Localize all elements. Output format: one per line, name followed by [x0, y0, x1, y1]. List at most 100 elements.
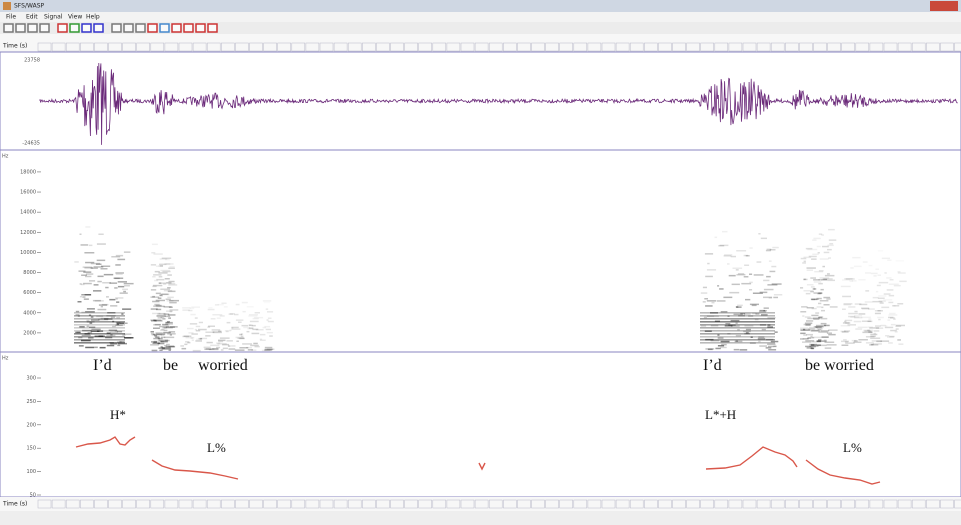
spectral-energy: [806, 320, 813, 322]
menu-item[interactable]: Help: [86, 14, 100, 21]
toolbar-button[interactable]: [16, 24, 25, 32]
spectral-energy: [86, 273, 93, 275]
toolbar-button[interactable]: [184, 24, 193, 32]
toolbar-button[interactable]: [70, 24, 79, 32]
toolbar-button[interactable]: [28, 24, 37, 32]
scrollbar[interactable]: [0, 511, 961, 525]
spectral-energy: [824, 339, 827, 341]
spectral-energy: [821, 307, 823, 309]
spectral-energy: [164, 290, 172, 292]
spectral-energy: [264, 302, 271, 304]
spectrogram-unit: Hz: [2, 154, 9, 160]
spectral-energy: [810, 348, 814, 350]
toolbar-button[interactable]: [82, 24, 91, 32]
toolbar-button[interactable]: [196, 24, 205, 32]
toolbar-button[interactable]: [94, 24, 103, 32]
spectral-energy: [266, 329, 271, 331]
spectral-energy: [879, 300, 886, 302]
spectral-energy: [267, 332, 273, 334]
spectral-energy: [876, 291, 878, 293]
spectral-energy: [159, 282, 166, 284]
spectral-energy: [854, 315, 862, 317]
spectral-energy: [196, 330, 200, 332]
spectral-energy: [850, 267, 853, 269]
spectral-energy: [892, 305, 899, 307]
formant-band: [74, 318, 125, 320]
spectral-energy: [80, 234, 82, 236]
spectral-energy: [766, 276, 771, 278]
spectral-energy: [750, 304, 759, 306]
spectral-energy: [704, 298, 708, 300]
toolbar-button[interactable]: [136, 24, 145, 32]
spectral-energy: [899, 281, 906, 283]
toolbar-button[interactable]: [4, 24, 13, 32]
spectral-energy: [890, 279, 894, 281]
menu-bar: [0, 12, 961, 22]
toolbar-button[interactable]: [112, 24, 121, 32]
spectral-energy: [254, 317, 263, 319]
spectral-energy: [169, 302, 176, 304]
spectral-energy: [256, 329, 264, 331]
spectral-energy: [865, 272, 871, 274]
spectral-energy: [842, 309, 846, 311]
spectral-energy: [886, 277, 891, 279]
tone-label: L%: [207, 440, 226, 455]
formant-band: [700, 327, 775, 329]
spectral-energy: [102, 282, 111, 284]
menu-item[interactable]: Signal: [44, 14, 63, 21]
spectral-energy: [829, 243, 833, 245]
spectral-energy: [98, 234, 103, 236]
spectral-energy: [169, 331, 176, 333]
toolbar-button[interactable]: [40, 24, 49, 32]
spectral-energy: [732, 284, 740, 286]
spectral-energy: [827, 344, 837, 346]
spectral-energy: [123, 291, 126, 293]
spectral-energy: [806, 334, 813, 336]
spectral-energy: [215, 304, 219, 306]
spectral-energy: [267, 311, 273, 313]
spectral-energy: [220, 337, 230, 339]
spectral-energy: [91, 329, 100, 331]
menu-item[interactable]: File: [6, 14, 16, 21]
spectral-energy: [736, 250, 746, 252]
y-tick-label: 150: [26, 446, 36, 452]
menu-item[interactable]: View: [68, 14, 82, 21]
menu-item[interactable]: Edit: [26, 14, 38, 21]
waveform-max-label: 23758: [24, 58, 40, 64]
word-label: I’d: [93, 357, 112, 374]
close-button[interactable]: [930, 1, 958, 11]
spectral-energy: [731, 256, 736, 257]
toolbar-button[interactable]: [58, 24, 67, 32]
spectral-energy: [818, 252, 820, 254]
spectral-energy: [749, 247, 752, 249]
toolbar-button[interactable]: [160, 24, 169, 32]
toolbar-button[interactable]: [208, 24, 217, 32]
spectral-energy: [858, 279, 865, 281]
spectral-energy: [844, 304, 851, 306]
spectral-energy: [821, 289, 824, 291]
toolbar-button[interactable]: [172, 24, 181, 32]
spectral-energy: [826, 298, 830, 300]
time-ruler-bottom: [0, 497, 961, 511]
spectral-energy: [166, 346, 176, 348]
title-bar: [0, 0, 961, 12]
spectral-energy: [703, 287, 707, 289]
spectral-energy: [705, 253, 713, 255]
spectral-energy: [169, 281, 175, 283]
toolbar-button[interactable]: [124, 24, 133, 32]
spectral-energy: [896, 328, 899, 330]
spectral-energy: [814, 292, 822, 294]
spectral-energy: [804, 279, 806, 281]
spectral-energy: [169, 350, 172, 352]
spectral-energy: [881, 325, 886, 327]
spectral-energy: [736, 340, 738, 342]
spectral-energy: [848, 313, 858, 315]
toolbar-button[interactable]: [148, 24, 157, 32]
formant-band: [74, 330, 125, 332]
spectral-energy: [848, 306, 855, 308]
spectral-energy: [167, 297, 174, 299]
spectral-energy: [715, 348, 720, 350]
spectral-energy: [80, 296, 82, 298]
spectral-energy: [724, 254, 732, 256]
spectral-energy: [891, 324, 896, 326]
